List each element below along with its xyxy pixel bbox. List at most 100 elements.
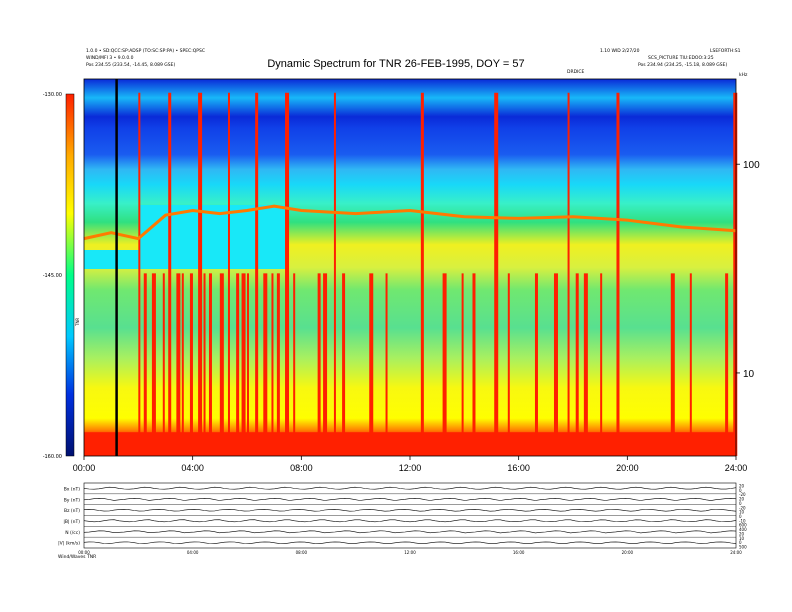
red-bar [227,92,230,456]
red-bar [507,273,510,456]
plasma-line-ridge [83,204,737,241]
red-bar [689,273,692,456]
red-bar [176,273,181,456]
panel-label: Bx (nT) [64,486,81,492]
header-right-pos-label: Pos [638,63,646,68]
panel-right-tick: -20 [739,505,746,510]
red-bar [255,92,259,456]
x-tick-label: 08:00 [290,463,313,473]
red-bar [143,273,147,456]
y-tick-label: 10 [743,369,755,380]
panel-trace [83,541,737,545]
red-bar [208,273,212,456]
x-tick-label: 00:00 [73,463,96,473]
red-bar [333,92,336,456]
panel-trace [83,509,737,512]
red-bar [369,273,374,456]
panel-right-tick: 20 [739,484,745,489]
red-bar [583,273,588,456]
panel-x-tick-label: 16:00 [513,550,525,555]
colorbar-tick-label: -145.00 [43,273,62,279]
red-bar [472,273,476,456]
header-right-line1: 1.10 WID 2/27/20 [600,49,640,54]
colorbar-tick-label: -160.00 [43,454,62,460]
header-left-pos: Pos 234.55 (233.54, -14.45, 8.089 GSE) [86,63,175,68]
panel-x-tick-label: 24:00 [730,550,742,555]
red-bar [725,273,729,456]
panel-label: N (/cc) [65,530,80,536]
red-bar [323,273,328,456]
x-tick-label: 16:00 [507,463,530,473]
red-bar [181,273,184,456]
x-axis-ticks: 00:00 04:00 08:00 12:00 16:00 20:00 24:00 [73,456,748,473]
panel-x-tick-label: 08:00 [296,550,308,555]
panel-x-tick-label: 20:00 [622,550,634,555]
red-bar [385,273,388,456]
panel-trace [83,486,737,490]
red-bar [534,273,538,456]
panel-label: By (nT) [64,497,81,503]
red-bar [241,273,246,456]
red-bar [342,273,346,456]
red-bar [151,273,156,456]
panel-right-tick: 20 [739,497,745,502]
red-bar [616,92,620,456]
red-bar [420,92,424,456]
red-bar [247,273,249,456]
panel-right-tick: 400 [739,527,747,532]
y-axis-ticks: 100 10 [736,160,760,380]
panel-label: |V| (km/s) [58,541,80,547]
panel-right-tick: -10 [739,518,746,523]
panel-x-tick-label: 12:00 [404,550,416,555]
panel-label: |B| (nT) [63,519,80,525]
red-bar [168,92,172,456]
colorbar-label: TNR [75,318,80,327]
footer-note: Wind/Waves TNR [58,555,97,560]
panel-x-tick-label: 00:00 [78,550,90,555]
panel-trace [83,519,737,523]
red-bar [203,273,206,456]
red-bar [442,273,447,456]
marker-label: DRDICE [567,70,585,75]
low-freq-cyan-patch [84,250,140,269]
red-bar [219,273,224,456]
khz-label: kHz [739,73,748,78]
magnetometer-panels: Bx (nT) By (nT) Bz (nT) |B| (nT) N (/cc) |V| … [58,482,747,555]
header-right-pos: Pos 234.94 (234.25, -15.18, 8.089 GSE) [638,63,727,68]
red-bar [285,92,290,456]
panel-right-tick: 10 [739,536,745,541]
header-left-pos-value: 234.55 (233.54, -14.45, 8.089 GSE) [95,63,176,68]
panel-right-tick: 500 [739,545,747,550]
red-bar [276,273,280,456]
colorbar [65,93,75,457]
red-bar [236,273,240,456]
red-bar [461,273,464,456]
colorbar-tick-label: -130.00 [43,92,62,98]
red-bar [600,273,603,456]
x-tick-label: 04:00 [181,463,204,473]
panel-trace [83,530,737,534]
panel-right-tick: 10 [739,510,745,515]
red-bar [271,273,274,456]
panel-right-tick: 0 [739,514,742,519]
quiet-cyan-block [140,205,285,269]
red-bar [189,273,193,456]
header-right-line2: SCS_PICTURE TIU:EDOO:3:25 [648,56,714,61]
header-right-line1b: LSEFORTH:S1 [710,49,741,54]
panel-right-tick: 0 [739,540,742,545]
red-bar [263,273,268,456]
x-tick-label: 12:00 [399,463,422,473]
y-tick-label: 100 [743,160,760,171]
red-bar [553,273,558,456]
header-left-pos-label: Pos [86,63,94,68]
header-left-line2: WIND/MFI 3 • 9.0.0.0 [86,56,134,61]
panel-right-tick: 20 [739,531,745,536]
red-bar [293,273,296,456]
panel-trace [83,497,737,501]
red-bar [317,273,321,456]
red-bar [494,92,499,456]
x-tick-label: 24:00 [725,463,748,473]
chart-title: Dynamic Spectrum for TNR 26-FEB-1995, DO… [267,58,525,70]
red-bar [567,92,570,456]
